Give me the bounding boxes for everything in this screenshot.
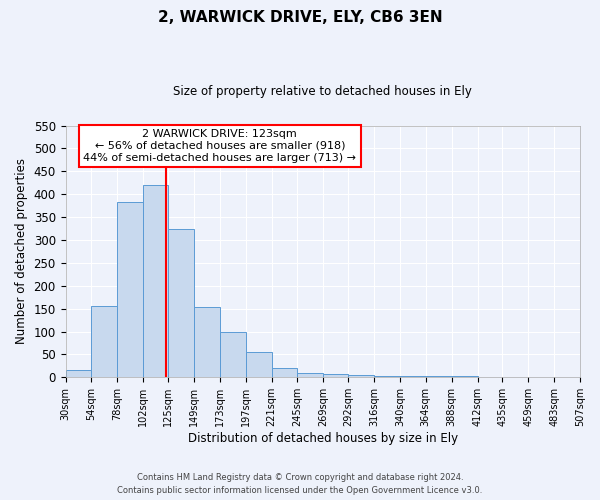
Y-axis label: Number of detached properties: Number of detached properties	[15, 158, 28, 344]
Bar	[426, 376, 452, 378]
Bar	[65, 370, 91, 378]
X-axis label: Distribution of detached houses by size in Ely: Distribution of detached houses by size …	[188, 432, 458, 445]
Bar	[374, 376, 400, 378]
Title: Size of property relative to detached houses in Ely: Size of property relative to detached ho…	[173, 85, 472, 98]
Bar	[168, 230, 194, 378]
Bar	[452, 376, 478, 378]
Bar	[298, 373, 323, 378]
Bar	[323, 374, 348, 378]
Bar	[91, 306, 117, 378]
Bar	[143, 185, 168, 378]
Text: 2 WARWICK DRIVE: 123sqm
← 56% of detached houses are smaller (918)
44% of semi-d: 2 WARWICK DRIVE: 123sqm ← 56% of detache…	[83, 130, 356, 162]
Bar	[348, 375, 374, 378]
Bar	[220, 332, 245, 378]
Bar	[272, 368, 298, 378]
Bar	[400, 376, 426, 378]
Bar	[245, 352, 272, 378]
Bar	[194, 308, 220, 378]
Text: Contains HM Land Registry data © Crown copyright and database right 2024.
Contai: Contains HM Land Registry data © Crown c…	[118, 474, 482, 495]
Text: 2, WARWICK DRIVE, ELY, CB6 3EN: 2, WARWICK DRIVE, ELY, CB6 3EN	[158, 10, 442, 25]
Bar	[117, 202, 143, 378]
